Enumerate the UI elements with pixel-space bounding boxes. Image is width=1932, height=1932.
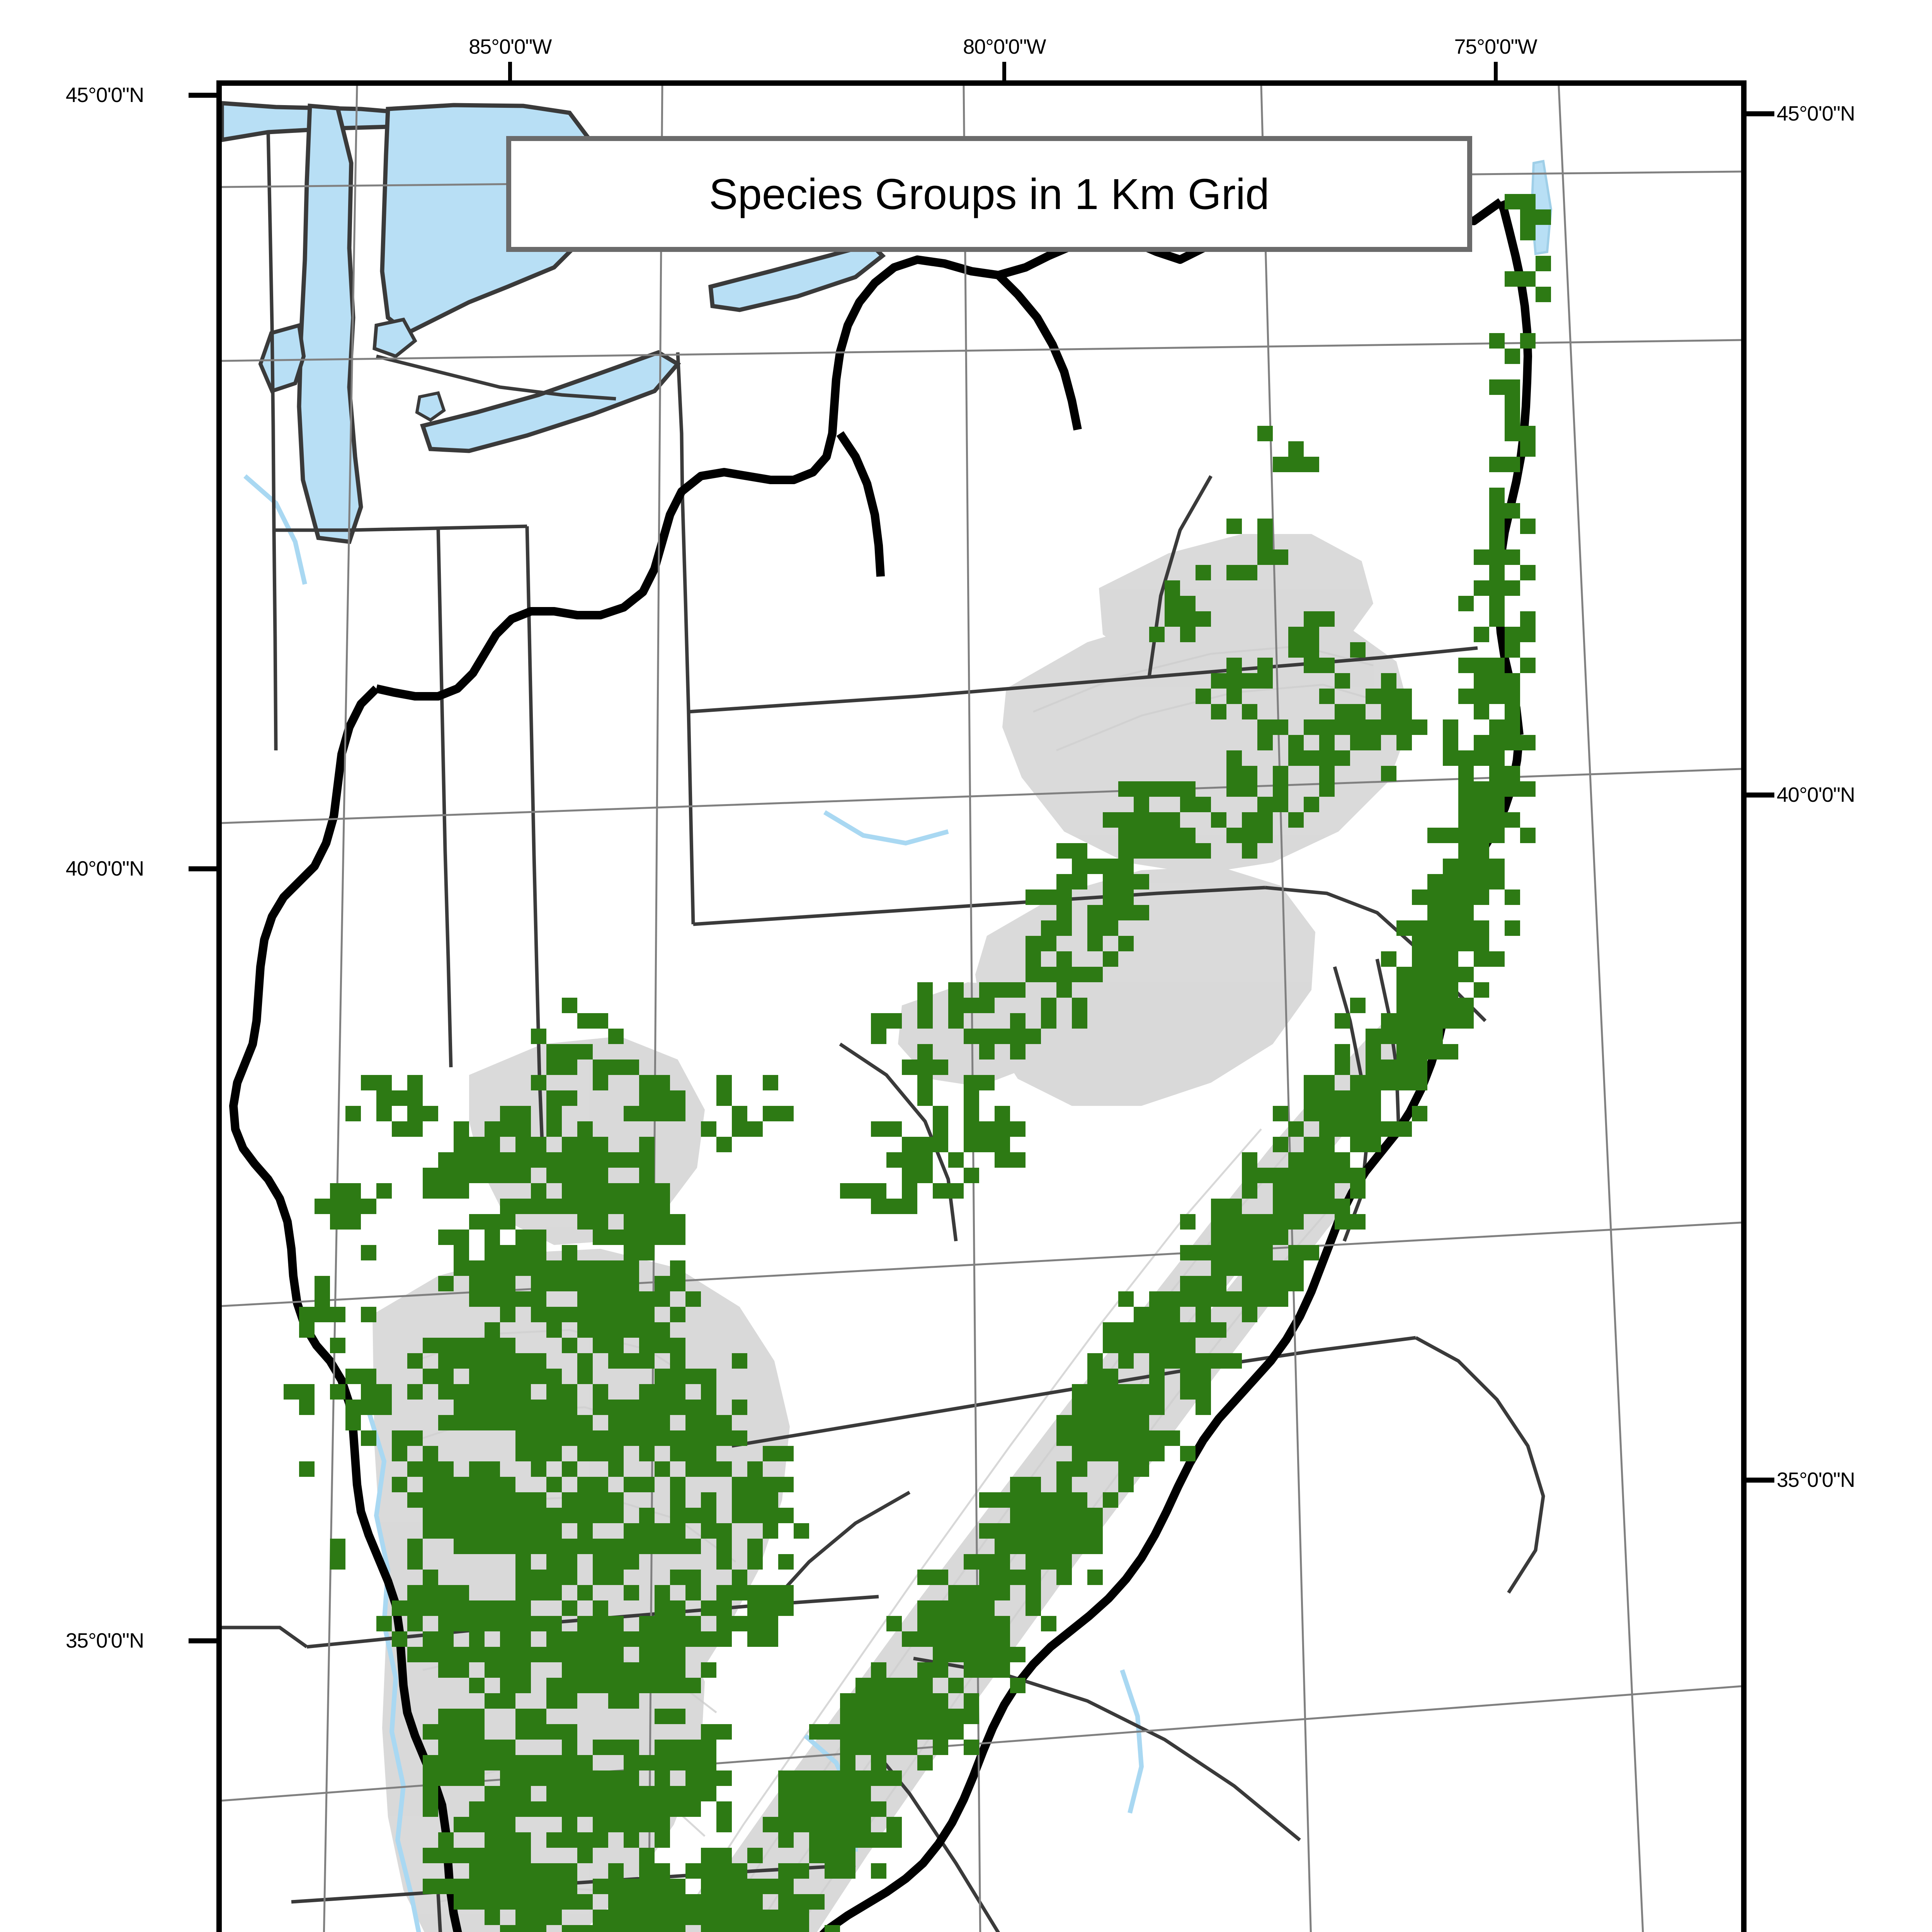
map-title-box: Species Groups in 1 Km Grid xyxy=(506,136,1472,252)
graticule-layer xyxy=(222,86,1741,1932)
graticule-tick-mark xyxy=(189,866,216,871)
map-canvas[interactable] xyxy=(222,86,1741,1932)
rivers-layer xyxy=(243,474,1144,1932)
map-layers xyxy=(222,86,1741,1932)
graticule-label-left-2: 35°0'0"N xyxy=(66,1629,144,1652)
graticule-tick-mark xyxy=(1747,1477,1774,1483)
graticule-tick-mark xyxy=(1493,62,1498,80)
species-occurrence-cells xyxy=(284,194,1551,1932)
map-title: Species Groups in 1 Km Grid xyxy=(709,170,1270,218)
graticule-tick-mark xyxy=(189,93,216,98)
graticule-label-right-1: 40°0'0"N xyxy=(1777,783,1855,807)
graticule-label-top-1: 80°0'0"W xyxy=(963,35,1046,58)
graticule-tick-mark xyxy=(189,1638,216,1643)
graticule-label-left-1: 40°0'0"N xyxy=(66,857,144,880)
graticule-label-left-0: 45°0'0"N xyxy=(66,83,144,107)
graticule-label-top-0: 85°0'0"W xyxy=(469,35,552,58)
graticule-label-top-2: 75°0'0"W xyxy=(1454,35,1537,58)
graticule-tick-mark xyxy=(1002,62,1007,80)
map-frame xyxy=(216,80,1747,1932)
graticule-tick-mark xyxy=(508,62,512,80)
graticule-tick-mark xyxy=(1747,111,1774,117)
graticule-label-right-0: 45°0'0"N xyxy=(1777,102,1855,126)
graticule-tick-mark xyxy=(1747,793,1774,798)
graticule-label-right-2: 35°0'0"N xyxy=(1777,1468,1855,1492)
